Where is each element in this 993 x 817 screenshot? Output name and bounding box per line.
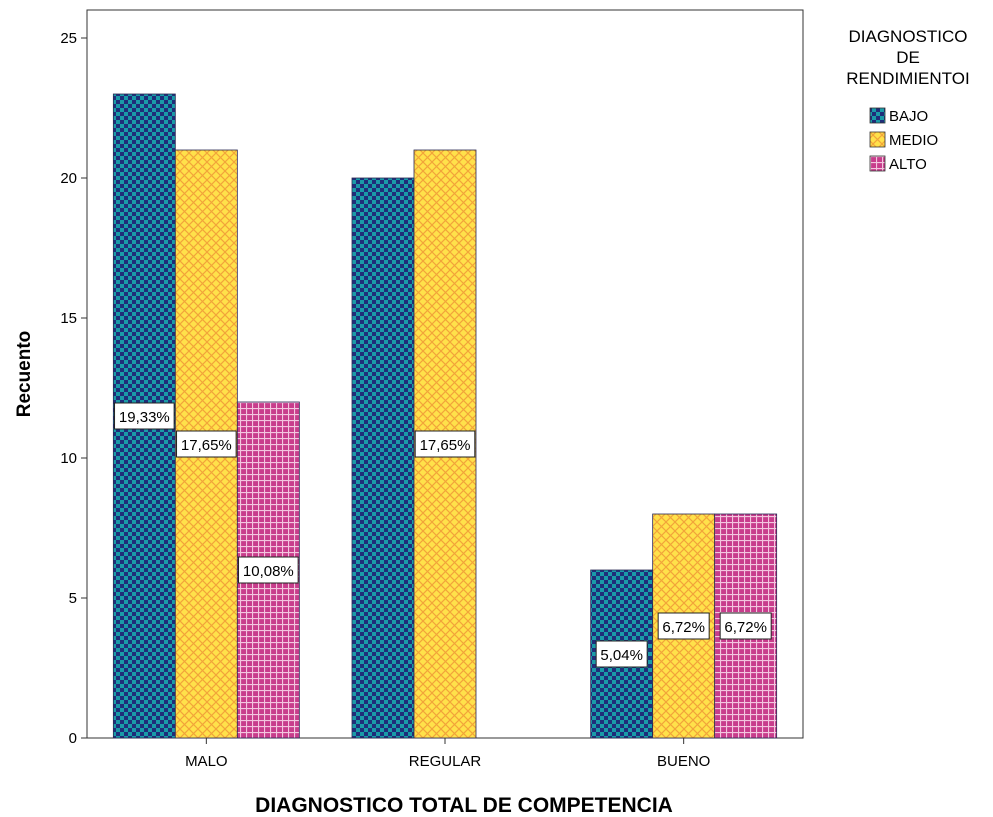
legend-label-alto: ALTO bbox=[889, 156, 927, 173]
data-label-box bbox=[595, 640, 648, 668]
data-label: 5,04% bbox=[595, 640, 648, 668]
bar-bajo-regular bbox=[351, 177, 415, 739]
data-label-text: 10,08% bbox=[243, 563, 294, 580]
data-label-text: 6,72% bbox=[724, 619, 767, 636]
x-tick-label: MALO bbox=[185, 753, 228, 770]
legend-swatch-medio bbox=[869, 131, 886, 148]
legend-title-line-2: DE bbox=[896, 48, 920, 67]
y-tick-label: 0 bbox=[69, 730, 77, 747]
data-label: 6,72% bbox=[719, 612, 772, 640]
data-label-box bbox=[414, 430, 476, 458]
x-tick-label: REGULAR bbox=[409, 753, 482, 770]
data-label-text: 17,65% bbox=[420, 437, 471, 454]
y-tick-label: 15 bbox=[60, 310, 77, 327]
legend-swatch-alto bbox=[869, 155, 886, 172]
data-label-box bbox=[657, 612, 710, 640]
y-tick-label: 25 bbox=[60, 30, 77, 47]
data-label-text: 6,72% bbox=[662, 619, 705, 636]
data-label-text: 5,04% bbox=[600, 647, 643, 664]
data-label: 17,65% bbox=[176, 430, 237, 458]
y-axis: 0 5 10 15 20 25 bbox=[60, 30, 87, 747]
legend-title-line-3: RENDIMIENTOI bbox=[846, 69, 969, 88]
data-label-box bbox=[238, 556, 299, 584]
legend: DIAGNOSTICO DE RENDIMIENTOI BAJO MEDIO A… bbox=[846, 27, 969, 173]
data-label-text: 19,33% bbox=[119, 409, 170, 426]
y-axis-title: Recuento bbox=[14, 331, 35, 418]
data-label: 19,33% bbox=[114, 402, 175, 430]
data-labels-group: 19,33% 17,65% 10,08% 17,65% 5,04% 6,72% 6,72% bbox=[114, 402, 772, 668]
x-tick-label: BUENO bbox=[657, 753, 710, 770]
legend-title-line-1: DIAGNOSTICO bbox=[848, 27, 967, 46]
legend-label-bajo: BAJO bbox=[889, 108, 928, 125]
y-tick-label: 10 bbox=[60, 450, 77, 467]
data-label-box bbox=[176, 430, 237, 458]
y-tick-label: 5 bbox=[69, 590, 77, 607]
data-label: 10,08% bbox=[238, 556, 299, 584]
legend-swatch-bajo bbox=[869, 107, 886, 124]
y-tick-label: 20 bbox=[60, 170, 77, 187]
data-label-box bbox=[114, 402, 175, 430]
data-label-box bbox=[719, 612, 772, 640]
data-label-text: 17,65% bbox=[181, 437, 232, 454]
data-label: 6,72% bbox=[657, 612, 710, 640]
x-axis: MALO REGULAR BUENO bbox=[185, 738, 710, 770]
x-axis-title: DIAGNOSTICO TOTAL DE COMPETENCIA bbox=[255, 794, 673, 817]
legend-label-medio: MEDIO bbox=[889, 132, 938, 149]
data-label: 17,65% bbox=[414, 430, 476, 458]
